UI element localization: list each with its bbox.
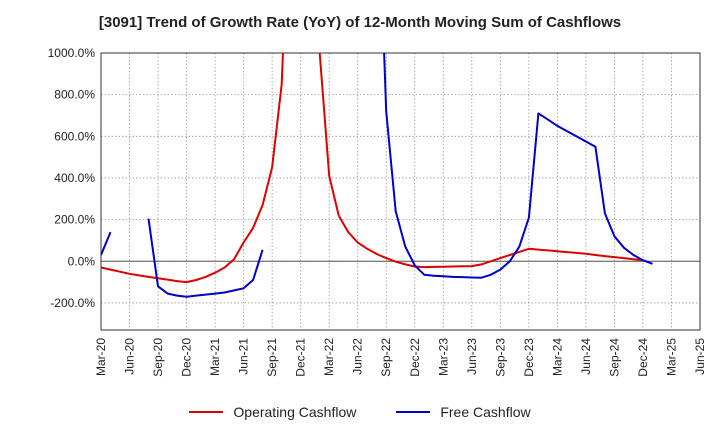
series-line-free-cashflow (147, 218, 264, 298)
x-tick-label: Jun-22 (351, 338, 365, 375)
series-line-free-cashflow (101, 231, 112, 256)
plot-frame (100, 52, 701, 331)
series-line-free-cashflow (383, 53, 653, 279)
y-tick-label: -200.0% (50, 296, 95, 310)
x-tick-label: Dec-21 (294, 338, 308, 377)
legend-item-free: Free Cashflow (396, 404, 531, 420)
x-tick-label: Mar-22 (322, 338, 336, 376)
y-tick-label: 800.0% (54, 88, 95, 102)
y-tick-label: 0.0% (68, 254, 96, 268)
y-tick-label: 200.0% (54, 213, 95, 227)
x-tick-label: Sep-21 (265, 338, 279, 377)
y-axis-ticks: -200.0% 0.0% 200.0% 400.0% 600.0% 800.0% 1000.… (48, 46, 96, 310)
x-tick-label: Dec-24 (636, 338, 650, 377)
x-tick-label: Mar-20 (94, 338, 108, 376)
legend-label-free: Free Cashflow (440, 404, 531, 420)
x-tick-label: Dec-23 (522, 338, 536, 377)
x-tick-label: Mar-25 (664, 338, 678, 376)
x-tick-label: Sep-24 (607, 338, 621, 377)
y-tick-label: 400.0% (54, 171, 95, 185)
series-line-operating-cashflow (101, 53, 644, 284)
y-tick-label: 600.0% (54, 129, 95, 143)
x-tick-label: Dec-22 (408, 338, 422, 377)
series-lines (101, 53, 653, 298)
x-tick-label: Sep-20 (151, 338, 165, 377)
chart-title: [3091] Trend of Growth Rate (YoY) of 12-… (98, 14, 622, 31)
legend-swatch-free (396, 411, 431, 413)
legend-item-operating: Operating Cashflow (189, 404, 356, 420)
x-tick-label: Jun-21 (237, 338, 251, 375)
x-tick-label: Sep-23 (493, 338, 507, 377)
x-tick-label: Jun-24 (579, 338, 593, 375)
x-tick-label: Sep-22 (379, 338, 393, 377)
legend: Operating Cashflow Free Cashflow (0, 404, 720, 420)
x-tick-label: Mar-23 (436, 338, 450, 376)
legend-label-operating: Operating Cashflow (233, 404, 357, 420)
y-tick-label: 1000.0% (48, 46, 96, 60)
x-tick-label: Jun-20 (123, 338, 137, 375)
x-axis-ticks: Mar-20 Jun-20 Sep-20 Dec-20 Mar-21 Jun-21 Sep-… (94, 338, 707, 377)
legend-swatch-operating (189, 411, 224, 413)
x-tick-label: Mar-24 (550, 338, 564, 376)
grid-lines (101, 52, 700, 330)
x-tick-label: Jun-23 (465, 338, 479, 375)
x-tick-label: Jun-25 (693, 338, 707, 375)
x-tick-label: Dec-20 (180, 338, 194, 377)
x-tick-label: Mar-21 (208, 338, 222, 376)
